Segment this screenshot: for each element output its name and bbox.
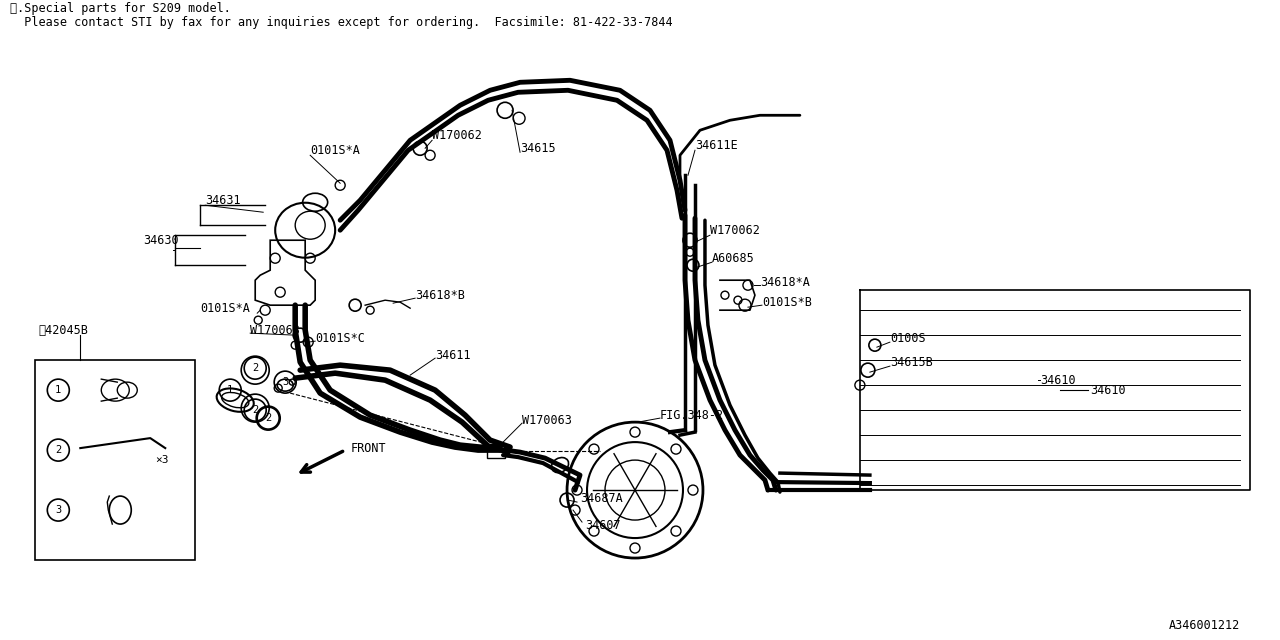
Text: 34630: 34630 <box>143 234 179 246</box>
Text: 3: 3 <box>55 505 61 515</box>
Text: 1: 1 <box>55 385 61 395</box>
Text: 0101S*C: 0101S*C <box>315 332 365 345</box>
Text: 0100S: 0100S <box>890 332 925 345</box>
Text: 0101S*A: 0101S*A <box>310 144 360 157</box>
Text: 34631: 34631 <box>205 194 241 207</box>
Text: 2: 2 <box>55 445 61 455</box>
Text: 34611E: 34611E <box>695 139 737 152</box>
Text: 34618*B: 34618*B <box>415 289 465 301</box>
Text: 2: 2 <box>252 363 259 373</box>
Text: FRONT: FRONT <box>351 442 385 454</box>
Text: W170063: W170063 <box>250 324 300 337</box>
Text: 34615B: 34615B <box>890 356 933 369</box>
Text: 34687A: 34687A <box>580 492 623 504</box>
Text: W170063: W170063 <box>522 413 572 427</box>
Text: Please contact STI by fax for any inquiries except for ordering.  Facsimile: 81-: Please contact STI by fax for any inquir… <box>10 16 673 29</box>
Text: 2: 2 <box>265 413 271 423</box>
Bar <box>36 360 196 560</box>
Text: 0101S*A: 0101S*A <box>200 301 250 315</box>
Text: A346001212: A346001212 <box>1169 618 1240 632</box>
Text: 0101S*B: 0101S*B <box>762 296 812 308</box>
Text: ※42045B: ※42045B <box>38 324 88 337</box>
Text: 34610: 34610 <box>1039 374 1075 387</box>
Text: A60685: A60685 <box>712 252 755 265</box>
Text: 34615: 34615 <box>520 142 556 155</box>
Text: ×3: ×3 <box>155 455 169 465</box>
Text: 34611: 34611 <box>435 349 471 362</box>
Text: 34610: 34610 <box>1089 383 1125 397</box>
Text: W170062: W170062 <box>433 129 483 142</box>
Bar <box>488 444 506 458</box>
Text: 2: 2 <box>252 405 259 415</box>
Text: 34618*A: 34618*A <box>760 276 810 289</box>
Text: 1: 1 <box>227 385 233 395</box>
Text: W170062: W170062 <box>710 224 760 237</box>
Text: FIG.348-2: FIG.348-2 <box>660 408 724 422</box>
Text: ※.Special parts for S209 model.: ※.Special parts for S209 model. <box>10 2 232 15</box>
Text: 3: 3 <box>282 377 288 387</box>
Text: 34607: 34607 <box>585 518 621 532</box>
